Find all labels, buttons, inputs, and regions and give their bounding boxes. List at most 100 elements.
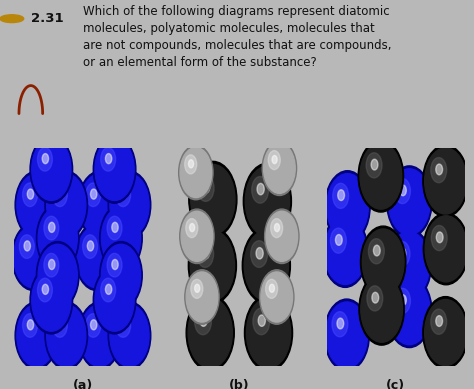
Circle shape	[371, 159, 378, 170]
Text: Which of the following diagrams represent diatomic
molecules, polyatomic molecul: Which of the following diagrams represen…	[83, 5, 392, 69]
Circle shape	[42, 154, 48, 164]
Circle shape	[333, 183, 348, 209]
Circle shape	[105, 284, 112, 294]
Circle shape	[108, 171, 151, 239]
Circle shape	[368, 239, 384, 264]
Circle shape	[46, 305, 86, 367]
Circle shape	[252, 177, 269, 203]
Circle shape	[190, 224, 195, 232]
Circle shape	[87, 241, 94, 251]
Circle shape	[269, 284, 274, 293]
Circle shape	[431, 226, 447, 251]
Circle shape	[101, 207, 141, 269]
Circle shape	[93, 136, 136, 203]
Circle shape	[100, 147, 116, 171]
Circle shape	[91, 320, 97, 330]
Circle shape	[423, 213, 469, 285]
Circle shape	[246, 298, 291, 368]
Circle shape	[260, 270, 294, 324]
Circle shape	[431, 158, 447, 183]
Circle shape	[12, 223, 55, 291]
Circle shape	[32, 138, 71, 200]
Circle shape	[324, 218, 366, 284]
Circle shape	[362, 229, 404, 295]
Circle shape	[44, 216, 59, 240]
Circle shape	[274, 224, 280, 232]
Circle shape	[93, 266, 136, 334]
Circle shape	[38, 244, 77, 307]
Circle shape	[197, 241, 214, 267]
Circle shape	[86, 314, 100, 337]
Circle shape	[243, 163, 292, 239]
Circle shape	[48, 259, 55, 270]
Circle shape	[116, 314, 130, 337]
Circle shape	[44, 253, 59, 277]
Circle shape	[245, 295, 292, 371]
Circle shape	[325, 171, 370, 243]
Circle shape	[265, 279, 278, 298]
Circle shape	[186, 272, 218, 322]
Circle shape	[0, 15, 24, 23]
Circle shape	[262, 141, 297, 196]
Circle shape	[188, 228, 237, 304]
Circle shape	[324, 299, 369, 371]
Circle shape	[399, 248, 406, 259]
Circle shape	[78, 171, 121, 239]
Circle shape	[37, 147, 53, 171]
Circle shape	[80, 305, 119, 367]
Circle shape	[53, 183, 67, 207]
Circle shape	[19, 235, 34, 258]
Circle shape	[91, 189, 97, 199]
Circle shape	[112, 259, 118, 270]
Circle shape	[332, 312, 348, 337]
Circle shape	[23, 314, 37, 337]
Circle shape	[120, 189, 127, 199]
Circle shape	[190, 230, 235, 301]
Circle shape	[80, 174, 119, 236]
Circle shape	[53, 314, 67, 337]
Circle shape	[57, 189, 64, 199]
Circle shape	[185, 270, 219, 324]
Circle shape	[101, 244, 141, 307]
Circle shape	[188, 298, 232, 368]
Circle shape	[112, 222, 118, 233]
Circle shape	[367, 286, 383, 311]
Circle shape	[86, 183, 100, 207]
Circle shape	[189, 161, 237, 238]
Circle shape	[330, 228, 346, 253]
Circle shape	[116, 183, 130, 207]
Circle shape	[24, 241, 30, 251]
Circle shape	[100, 242, 142, 309]
Circle shape	[242, 228, 291, 304]
Circle shape	[189, 160, 193, 168]
Circle shape	[394, 288, 410, 314]
Circle shape	[386, 229, 431, 301]
Circle shape	[423, 145, 468, 217]
Circle shape	[195, 284, 200, 293]
Circle shape	[17, 174, 56, 236]
Circle shape	[15, 302, 58, 370]
Circle shape	[180, 209, 214, 263]
Circle shape	[245, 166, 290, 237]
Circle shape	[42, 284, 48, 294]
Circle shape	[180, 147, 212, 198]
Circle shape	[372, 292, 379, 303]
Circle shape	[105, 154, 112, 164]
Circle shape	[57, 320, 64, 330]
Circle shape	[200, 315, 207, 326]
Text: (c): (c)	[386, 379, 405, 389]
Circle shape	[258, 315, 265, 326]
Circle shape	[272, 156, 277, 164]
Circle shape	[261, 272, 292, 322]
Circle shape	[186, 295, 234, 371]
Circle shape	[327, 173, 368, 240]
Circle shape	[336, 235, 342, 245]
Circle shape	[366, 153, 382, 178]
Circle shape	[186, 219, 198, 238]
Circle shape	[23, 183, 37, 207]
Circle shape	[120, 320, 127, 330]
Circle shape	[30, 136, 73, 203]
Circle shape	[15, 171, 58, 239]
Circle shape	[425, 300, 466, 366]
Circle shape	[394, 179, 410, 203]
